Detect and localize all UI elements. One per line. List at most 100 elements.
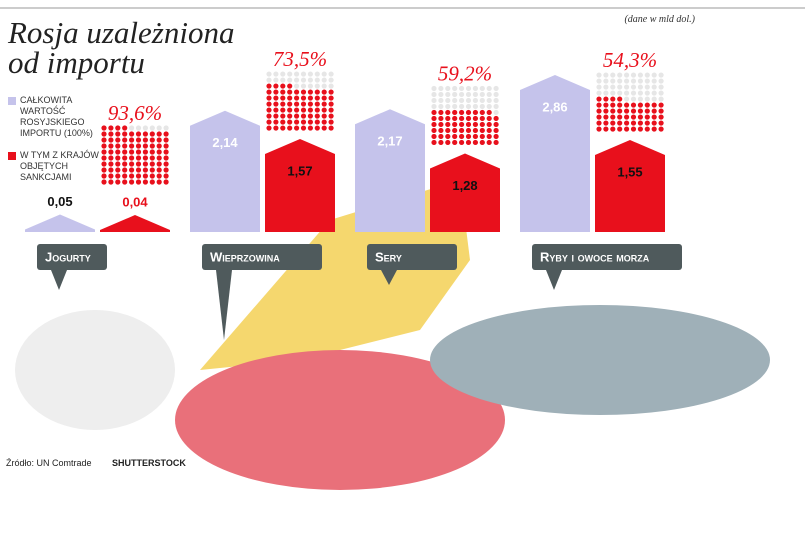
dot	[294, 101, 300, 107]
dot	[479, 127, 485, 134]
dot	[273, 101, 279, 107]
dot	[486, 133, 492, 140]
dot	[156, 125, 162, 131]
dot	[142, 155, 148, 161]
dot	[266, 89, 272, 95]
dot	[108, 161, 114, 167]
dot	[452, 139, 458, 146]
dot	[617, 72, 623, 78]
dot	[108, 149, 114, 155]
dot	[438, 103, 444, 110]
dot	[445, 139, 451, 146]
dot	[142, 131, 148, 137]
dot	[438, 91, 444, 98]
dot	[294, 107, 300, 113]
dot	[486, 103, 492, 110]
dot	[596, 90, 602, 96]
dot	[108, 167, 114, 173]
dot	[266, 107, 272, 113]
dot	[135, 137, 142, 143]
dot	[493, 121, 499, 128]
dot	[486, 91, 492, 98]
dot	[149, 167, 155, 173]
dot	[321, 119, 327, 125]
dot	[658, 126, 664, 132]
dot	[472, 85, 478, 92]
yogurt-photo	[15, 310, 175, 430]
dot	[321, 113, 327, 119]
value-label: 2,86	[542, 99, 567, 114]
dot	[493, 97, 499, 104]
dot	[115, 173, 121, 179]
dot	[445, 103, 451, 110]
dot	[101, 149, 107, 155]
dot	[135, 167, 142, 173]
dot	[617, 84, 623, 90]
dot	[479, 109, 485, 116]
dot	[328, 83, 334, 89]
dot	[644, 114, 650, 120]
dot	[486, 109, 492, 116]
dot	[431, 91, 437, 98]
dot	[637, 120, 644, 126]
dot	[472, 115, 478, 122]
share-dots	[431, 85, 499, 146]
dot	[603, 126, 609, 132]
dot	[280, 107, 286, 113]
dot	[630, 114, 637, 120]
dot	[266, 113, 272, 119]
dot	[142, 179, 148, 185]
dot	[328, 119, 334, 125]
dot	[472, 121, 478, 128]
dot	[129, 131, 135, 137]
dot	[163, 167, 169, 173]
dot	[610, 96, 616, 102]
dot	[445, 127, 451, 134]
dot	[596, 78, 602, 84]
dot	[129, 149, 135, 155]
dot	[658, 108, 664, 114]
dot	[314, 107, 320, 113]
dot	[307, 101, 313, 107]
dot	[617, 90, 623, 96]
dot	[328, 125, 334, 131]
dot	[101, 167, 107, 173]
value-label: 0,05	[47, 194, 72, 209]
dot	[651, 126, 657, 132]
dot	[163, 137, 169, 143]
dot	[156, 167, 162, 173]
dot	[101, 161, 107, 167]
dot	[452, 115, 458, 122]
dot	[314, 101, 320, 107]
meat-photo	[175, 350, 505, 490]
dot	[610, 90, 616, 96]
dot	[328, 113, 334, 119]
dot	[431, 121, 437, 128]
dot	[314, 83, 320, 89]
dot	[163, 179, 169, 185]
dot	[280, 71, 286, 77]
dot	[115, 161, 121, 167]
dot	[452, 133, 458, 140]
dot	[617, 102, 623, 108]
dot	[452, 109, 458, 116]
dot	[321, 107, 327, 113]
dot	[624, 114, 630, 120]
dot	[486, 85, 492, 92]
dot	[307, 71, 313, 77]
dot	[135, 143, 142, 149]
dot	[465, 127, 472, 134]
dot	[465, 115, 472, 122]
dot	[156, 137, 162, 143]
dot	[156, 161, 162, 167]
dot	[493, 139, 499, 146]
dot	[135, 131, 142, 137]
dot	[624, 120, 630, 126]
dot	[156, 173, 162, 179]
dot	[452, 121, 458, 128]
dot	[101, 173, 107, 179]
dot	[603, 120, 609, 126]
dot	[163, 125, 169, 131]
dot	[603, 72, 609, 78]
dot	[115, 179, 121, 185]
